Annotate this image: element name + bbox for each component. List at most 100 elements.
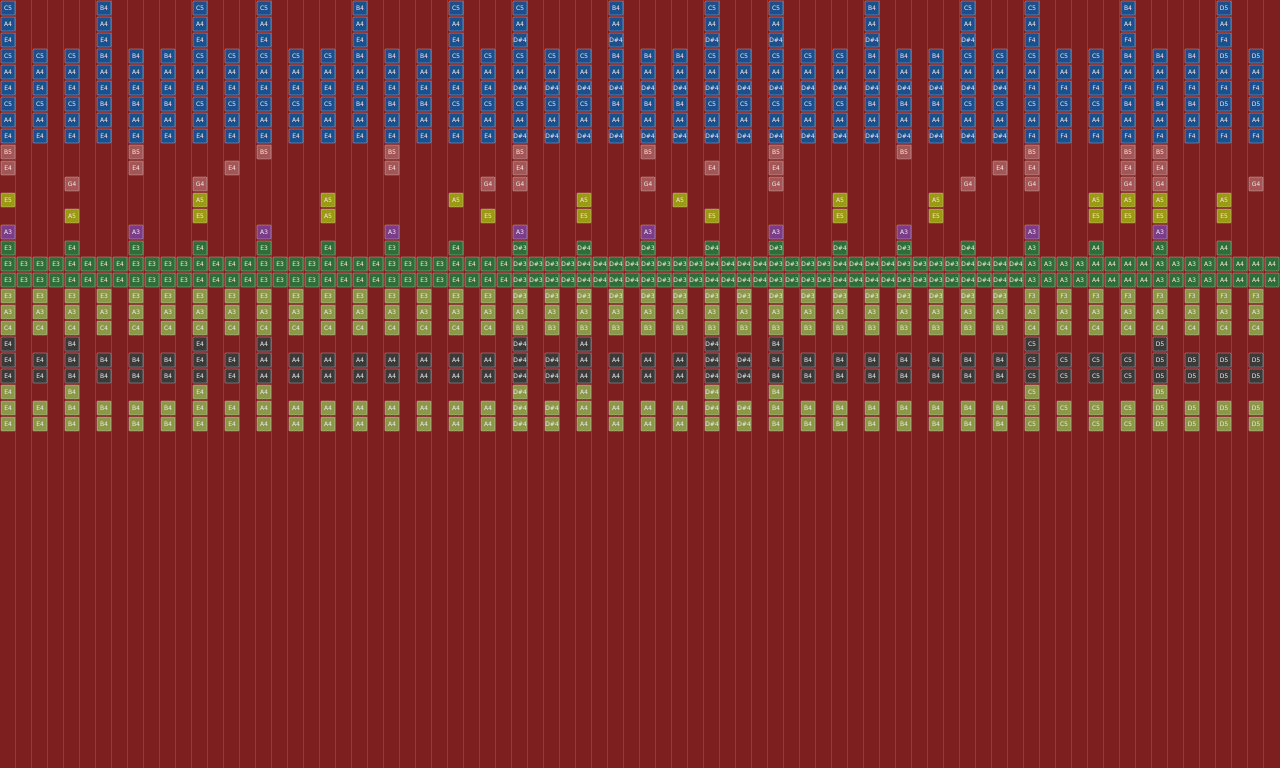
note-cell [640,256,656,272]
note-cell [224,320,240,336]
note-cell [32,416,48,432]
note-cell [480,304,496,320]
note-cell [1200,272,1216,288]
note-cell [32,256,48,272]
note-cell [144,272,160,288]
note-cell [512,272,528,288]
note-label: D#4 [881,277,895,284]
note-cell [0,304,16,320]
note-cell [576,384,592,400]
note-cell [1120,48,1136,64]
note-label: D5 [1220,5,1229,12]
note-label: A4 [612,421,620,428]
note-cell [672,112,688,128]
note-label: B4 [612,101,620,108]
note-label: D#4 [705,133,719,140]
note-label: D#4 [577,261,591,268]
note-cell [960,368,976,384]
note-label: A4 [1028,117,1036,124]
note-label: E4 [196,85,204,92]
note-cell [128,320,144,336]
note-label: A3 [772,309,780,316]
note-cell [544,112,560,128]
note-cell [320,208,336,224]
note-label: C5 [1060,53,1068,60]
note-label: A4 [676,405,684,412]
note-cell [608,256,624,272]
note-cell [160,304,176,320]
note-label: A4 [356,117,364,124]
note-cell [416,48,432,64]
note-label: C4 [228,325,236,332]
note-label: A4 [484,421,492,428]
note-cell [832,96,848,112]
note-label: E3 [180,261,188,268]
note-label: A4 [772,21,780,28]
note-cell [704,112,720,128]
note-cell [960,304,976,320]
note-label: E4 [116,277,124,284]
note-label: F4 [1220,85,1227,92]
note-label: A4 [132,117,140,124]
note-cell [704,96,720,112]
note-label: A4 [1236,277,1244,284]
note-cell [800,64,816,80]
note-label: A4 [612,357,620,364]
note-cell [224,288,240,304]
note-label: D5 [1156,421,1165,428]
note-label: A3 [1156,309,1164,316]
note-label: B3 [932,325,940,332]
note-label: A4 [1124,21,1132,28]
note-cell [768,48,784,64]
note-cell [672,288,688,304]
note-cell [928,128,944,144]
note-label: E3 [4,293,12,300]
note-label: A4 [1092,69,1100,76]
note-cell [672,304,688,320]
note-cell [320,288,336,304]
note-cell [224,48,240,64]
note-label: B4 [100,357,108,364]
note-label: C5 [1060,373,1068,380]
note-cell [1056,64,1072,80]
note-cell [96,48,112,64]
note-cell [128,80,144,96]
note-cell [768,416,784,432]
note-label: A4 [260,405,268,412]
note-label: A4 [1092,117,1100,124]
note-cell [448,192,464,208]
note-label: C4 [196,325,204,332]
note-label: C5 [260,101,268,108]
note-label: A4 [740,117,748,124]
note-label: C5 [228,101,236,108]
note-cell [880,256,896,272]
note-label: E3 [20,261,28,268]
note-cell [32,320,48,336]
note-cell [784,272,800,288]
note-label: E4 [228,357,236,364]
note-label: E4 [132,85,140,92]
note-cell [448,272,464,288]
note-label: E5 [196,213,204,220]
note-cell [544,64,560,80]
note-cell [608,48,624,64]
note-cell [512,160,528,176]
note-label: E3 [324,293,332,300]
note-cell [192,208,208,224]
note-cell [832,240,848,256]
note-label: C4 [292,325,300,332]
note-label: D#3 [737,293,751,300]
note-cell [96,304,112,320]
note-label: B4 [132,101,140,108]
note-label: D#3 [897,277,911,284]
note-label: D#4 [577,133,591,140]
note-cell [928,400,944,416]
note-label: B4 [356,53,364,60]
note-label: A4 [260,69,268,76]
note-label: C5 [1092,357,1100,364]
note-cell [416,112,432,128]
note-cell [544,288,560,304]
note-cell [384,224,400,240]
note-label: D#3 [561,261,575,268]
note-cell [1184,128,1200,144]
